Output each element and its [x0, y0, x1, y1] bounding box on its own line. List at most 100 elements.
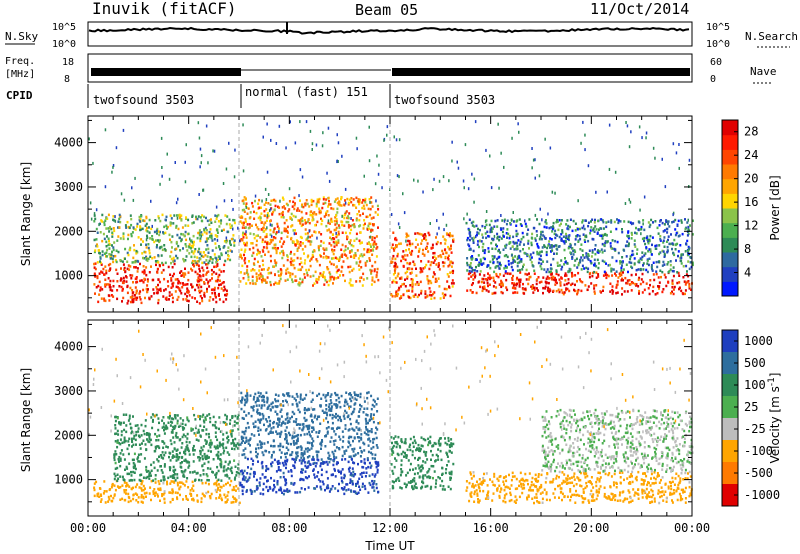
power-cell — [557, 273, 560, 277]
power-scatter — [466, 212, 468, 216]
velocity-cell — [324, 488, 326, 492]
power-cell — [216, 258, 219, 262]
power-cell — [476, 231, 479, 234]
power-cell — [602, 274, 605, 277]
power-scatter — [254, 194, 257, 198]
power-cell — [322, 275, 325, 279]
power-scatter — [301, 175, 304, 179]
power-cell — [206, 239, 209, 243]
velocity-cell — [253, 395, 256, 399]
power-cell — [604, 241, 607, 245]
power-cell — [224, 288, 227, 291]
power-cell — [300, 205, 303, 208]
power-cell — [104, 219, 107, 222]
velocity-cell — [122, 478, 125, 481]
velocity-cell — [221, 444, 224, 447]
power-scatter — [538, 174, 541, 178]
velocity-cell — [317, 478, 320, 481]
power-cell — [371, 276, 374, 279]
velocity-cell — [126, 447, 129, 451]
power-cell — [316, 281, 319, 284]
power-cell — [215, 246, 218, 250]
power-cell — [292, 229, 295, 232]
velocity-cell — [110, 494, 112, 498]
power-cell — [555, 270, 558, 273]
velocity-cell — [186, 437, 189, 440]
power-cell — [502, 227, 505, 230]
power-cell — [548, 290, 551, 294]
power-cell — [569, 268, 572, 271]
power-cell — [660, 219, 662, 222]
power-cell — [137, 260, 140, 263]
power-cell — [556, 234, 559, 237]
velocity-cell — [326, 432, 329, 435]
power-cell — [640, 278, 643, 281]
power-cell — [171, 246, 173, 249]
power-cell — [198, 291, 201, 294]
power-cell — [357, 198, 360, 201]
power-cell — [164, 249, 167, 252]
power-cell — [264, 235, 267, 239]
power-cell — [198, 234, 201, 237]
power-cell — [651, 267, 653, 271]
power-cell — [183, 259, 186, 263]
power-cell — [593, 262, 596, 265]
power-cell — [220, 270, 223, 273]
power-cell — [208, 223, 211, 226]
power-cell — [506, 219, 509, 222]
power-cell — [107, 263, 110, 267]
power-scatter — [189, 237, 191, 241]
velocity-cell — [232, 500, 235, 504]
power-cell — [259, 218, 262, 222]
power-cell — [172, 256, 175, 260]
velocity-cell — [348, 470, 351, 473]
power-cell — [184, 292, 187, 296]
power-cell — [673, 253, 676, 257]
power-cell — [405, 249, 408, 252]
power-cell — [211, 291, 214, 295]
velocity-cell — [356, 492, 359, 495]
power-cell — [306, 202, 309, 206]
power-cell — [643, 236, 646, 240]
power-cell — [239, 280, 242, 283]
power-cell — [563, 248, 566, 252]
power-cell — [627, 234, 630, 238]
power-cell — [536, 245, 539, 248]
velocity-cell — [196, 494, 199, 497]
power-scatter — [161, 174, 163, 178]
power-cell — [220, 252, 223, 255]
power-cell — [530, 243, 533, 247]
power-cell — [572, 253, 575, 256]
velocity-cell — [342, 487, 345, 491]
power-cell — [115, 268, 118, 272]
power-cell — [505, 254, 508, 257]
power-cell — [394, 264, 396, 268]
power-cell — [167, 265, 170, 269]
date-title: 11/Oct/2014 — [590, 0, 689, 18]
velocity-cell — [244, 476, 247, 479]
power-cell — [637, 228, 640, 231]
power-cell — [545, 253, 548, 257]
velocity-cell — [233, 444, 236, 447]
power-scatter — [344, 187, 347, 191]
power-cell — [160, 271, 163, 274]
power-scatter — [638, 125, 641, 129]
power-cell — [516, 269, 519, 272]
velocity-cell — [238, 501, 241, 505]
velocity-cell — [237, 463, 240, 466]
power-cell — [249, 232, 252, 235]
velocity-cell — [284, 459, 287, 463]
power-cell — [689, 261, 692, 264]
velocity-cell — [115, 453, 118, 456]
power-cell — [177, 214, 180, 217]
power-cell — [297, 219, 300, 222]
velocity-cell — [154, 432, 157, 436]
power-cell — [499, 283, 502, 286]
velocity-cell — [119, 464, 122, 468]
power-cell — [485, 278, 487, 281]
power-scatter — [531, 147, 533, 150]
power-cell — [558, 235, 561, 239]
velocity-cell — [229, 483, 232, 487]
velocity-cell — [308, 448, 311, 452]
power-cell — [249, 211, 252, 214]
